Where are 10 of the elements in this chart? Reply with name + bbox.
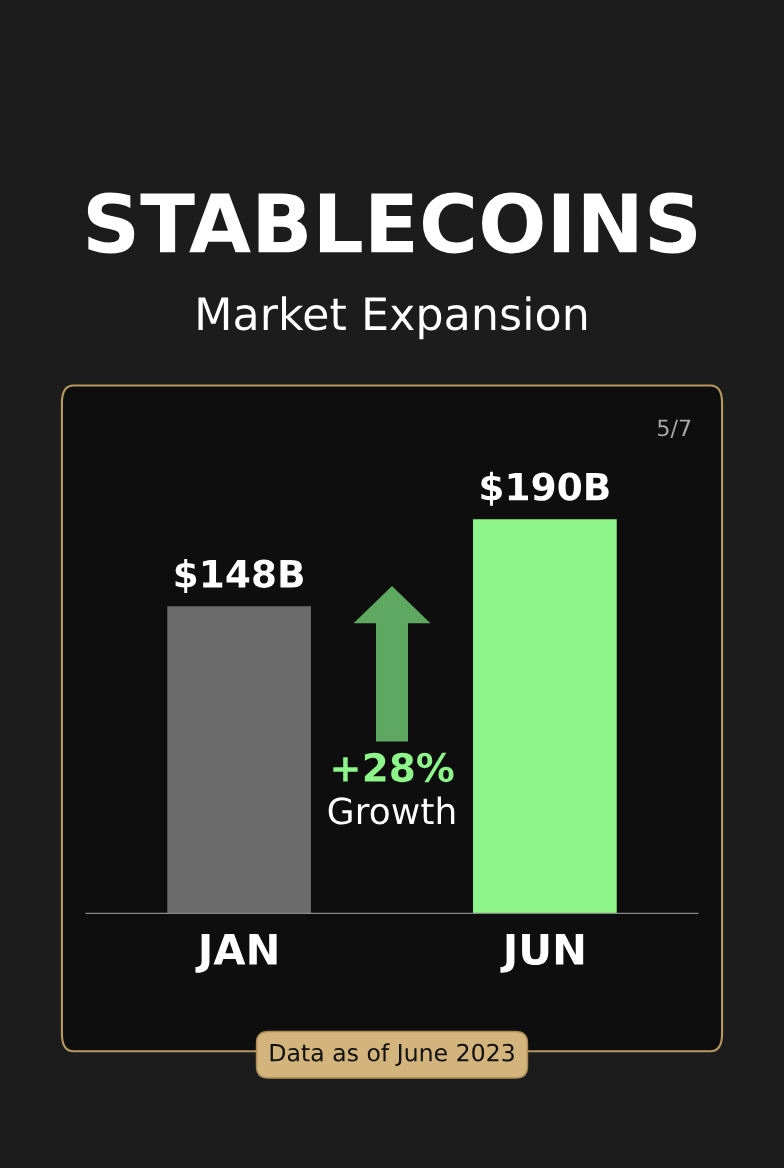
text: Data as of June 2023 [270,1043,514,1066]
data-label: $190B [481,471,609,506]
text: 5/7 [658,419,691,439]
data-label: $148B [175,558,303,593]
x-tick-label: JUN [500,934,584,973]
x-tick-label: JAN [195,934,277,973]
chart-subtitle: Market Expansion [198,296,587,340]
annotation: +28% [333,752,454,783]
chart-title: STABLECOINS [87,192,697,254]
annotation: Growth [328,796,455,825]
